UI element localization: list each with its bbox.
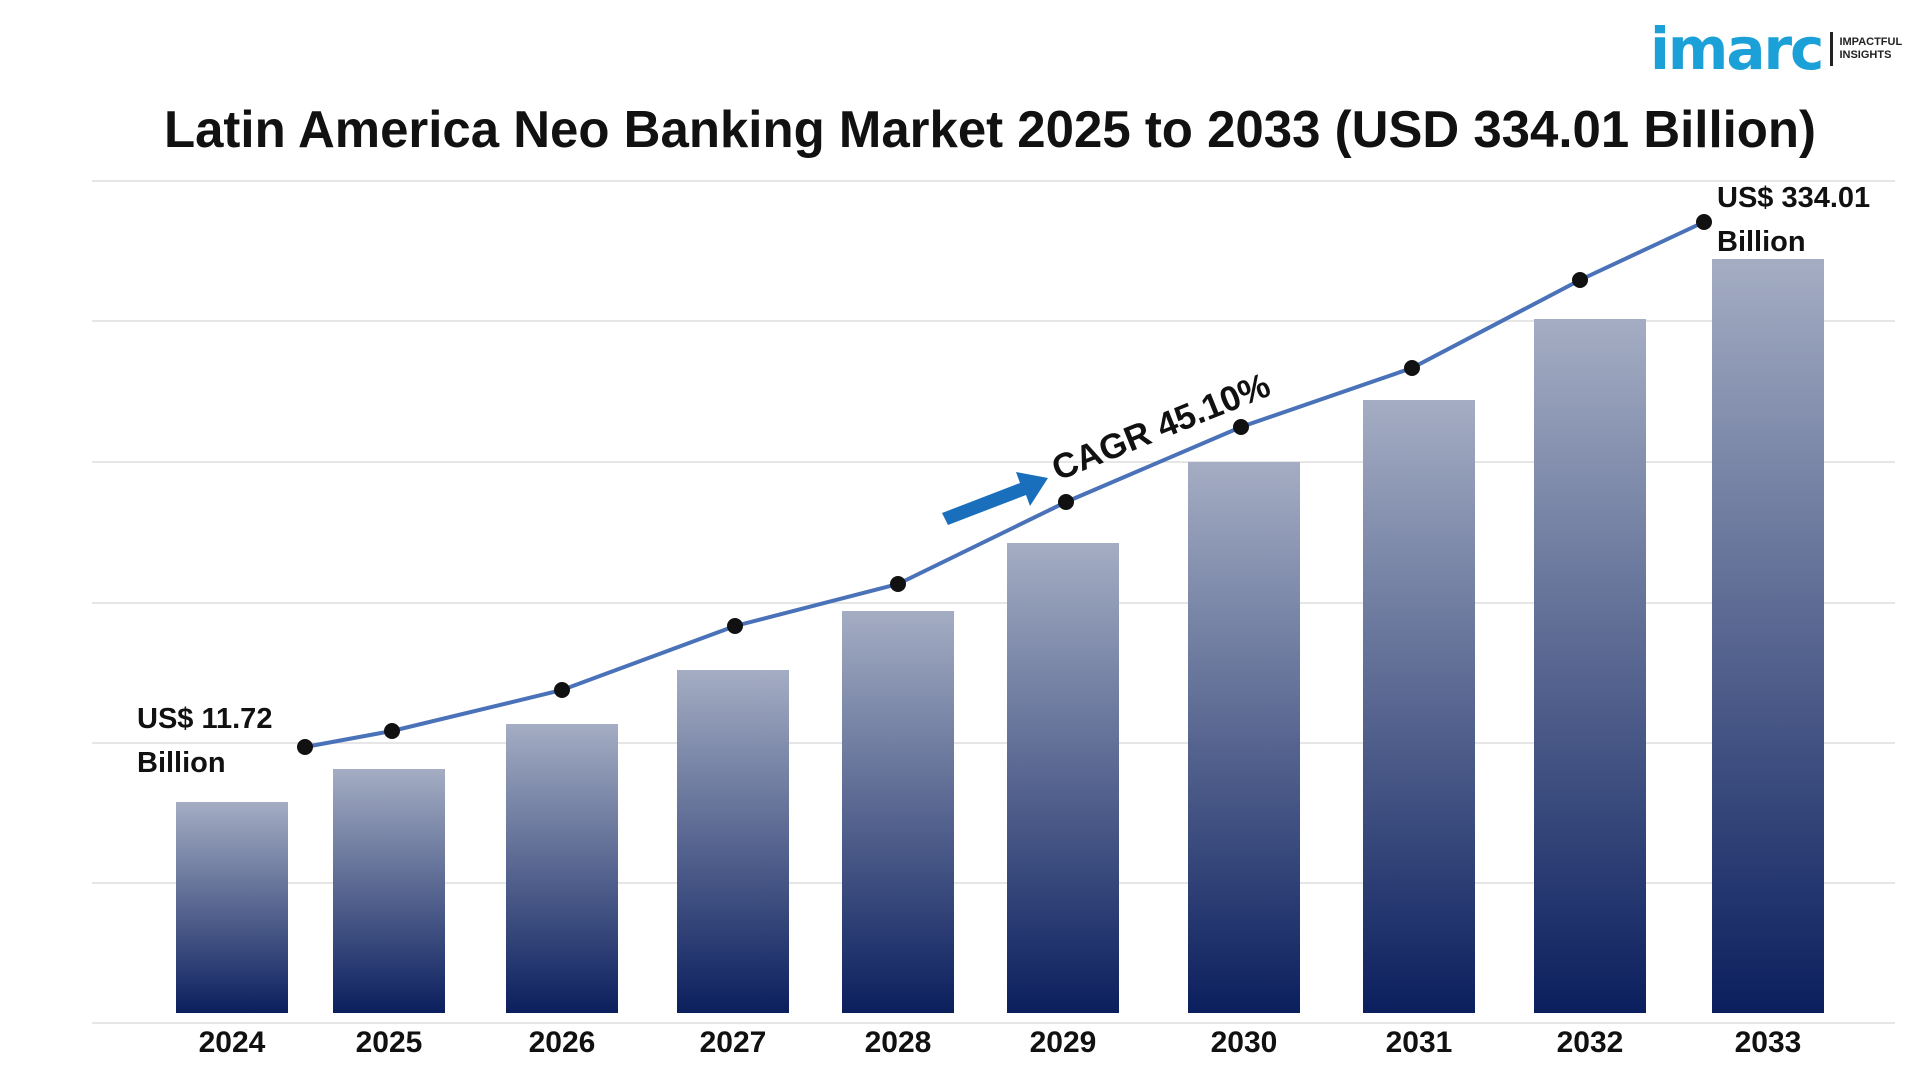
bar-2029 xyxy=(1007,543,1119,1013)
x-tick-label: 2030 xyxy=(1211,1026,1278,1059)
start-value-unit: Billion xyxy=(137,747,226,779)
x-tick-label: 2026 xyxy=(529,1026,596,1059)
bar-2026 xyxy=(506,724,618,1013)
x-tick-label: 2028 xyxy=(865,1026,932,1059)
trend-marker-2024 xyxy=(297,739,313,755)
logo-divider xyxy=(1830,32,1834,66)
bar-2032 xyxy=(1534,319,1646,1013)
bar-2031 xyxy=(1363,400,1475,1013)
x-tick-label: 2024 xyxy=(199,1026,266,1059)
start-value-label: US$ 11.72 xyxy=(137,703,272,735)
bar-2033 xyxy=(1712,259,1824,1013)
bar-2028 xyxy=(842,611,954,1013)
trend-line-group xyxy=(297,214,1712,755)
trend-marker-2026 xyxy=(554,682,570,698)
x-tick-label: 2029 xyxy=(1030,1026,1097,1059)
bars xyxy=(176,259,1824,1013)
end-value-unit: Billion xyxy=(1717,226,1806,258)
trend-marker-2033 xyxy=(1696,214,1712,230)
trend-line xyxy=(304,220,1705,749)
x-tick-label: 2025 xyxy=(356,1026,423,1059)
trend-marker-2031 xyxy=(1404,360,1420,376)
chart-title: Latin America Neo Banking Market 2025 to… xyxy=(163,101,1817,159)
imarc-logo: imarc IMPACTFUL INSIGHTS xyxy=(1650,14,1902,84)
bar-2024 xyxy=(176,802,288,1013)
x-tick-label: 2027 xyxy=(700,1026,767,1059)
bar-2030 xyxy=(1188,462,1300,1013)
bar-2027 xyxy=(677,670,789,1013)
x-tick-label: 2031 xyxy=(1386,1026,1453,1059)
cagr-arrow-icon xyxy=(942,472,1048,525)
trend-marker-2027 xyxy=(727,618,743,634)
x-tick-label: 2033 xyxy=(1735,1026,1802,1059)
x-tick-label: 2032 xyxy=(1557,1026,1624,1059)
logo-wordmark: imarc xyxy=(1650,15,1824,83)
trend-marker-2030 xyxy=(1233,419,1249,435)
trend-marker-2032 xyxy=(1572,272,1588,288)
end-value-label: US$ 334.01 xyxy=(1717,182,1870,214)
trend-marker-2028 xyxy=(890,576,906,592)
trend-marker-2029 xyxy=(1058,494,1074,510)
logo-tagline: IMPACTFUL INSIGHTS xyxy=(1839,36,1903,61)
trend-marker-2025 xyxy=(384,723,400,739)
bar-2025 xyxy=(333,769,445,1013)
